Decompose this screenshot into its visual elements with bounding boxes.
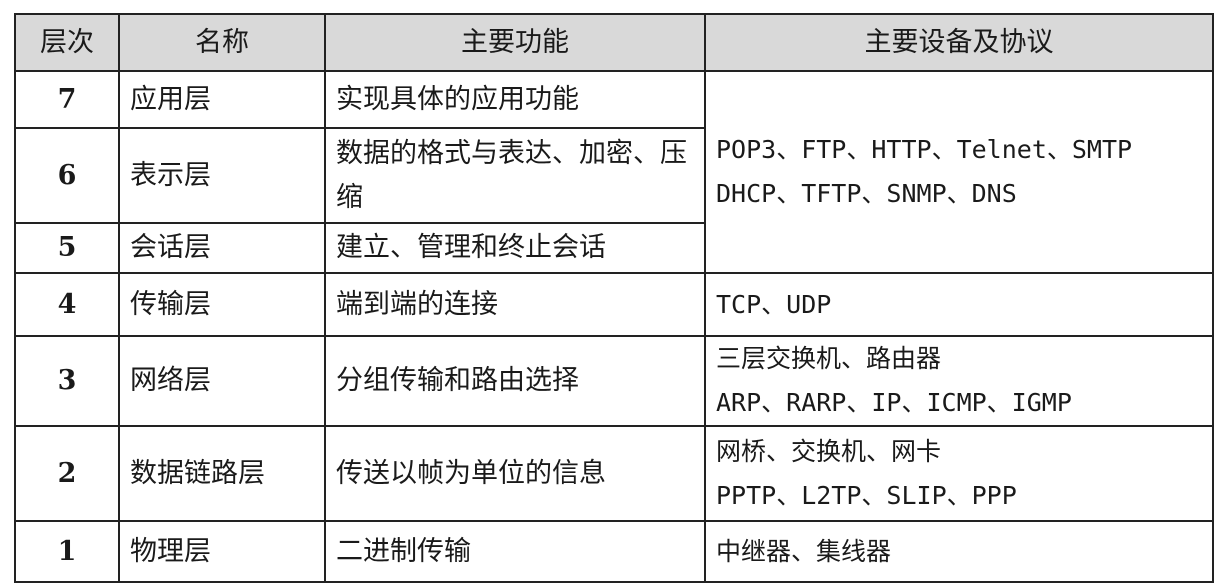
header-protocols: 主要设备及协议 <box>704 13 1214 72</box>
level-cell: 6 <box>14 127 120 224</box>
level-cell: 2 <box>14 425 120 522</box>
function-cell: 传送以帧为单位的信息 <box>324 425 706 522</box>
level-cell: 1 <box>14 520 120 583</box>
protocols-line: DHCP、TFTP、SNMP、DNS <box>716 179 1017 208</box>
protocols-cell: 三层交换机、路由器 ARP、RARP、IP、ICMP、IGMP <box>704 335 1214 427</box>
function-cell: 实现具体的应用功能 <box>324 70 706 129</box>
level-cell: 4 <box>14 272 120 337</box>
table-row: 7 应用层 实现具体的应用功能 POP3、FTP、HTTP、Telnet、SMT… <box>14 70 1214 274</box>
protocols-cell: POP3、FTP、HTTP、Telnet、SMTP DHCP、TFTP、SNMP… <box>704 70 1214 274</box>
protocols-line: PPTP、L2TP、SLIP、PPP <box>716 480 1017 510</box>
name-cell: 应用层 <box>118 70 326 129</box>
level-cell: 5 <box>14 222 120 274</box>
function-cell: 数据的格式与表达、加密、压缩 <box>324 127 706 224</box>
header-level: 层次 <box>14 13 120 72</box>
table-row: 2 数据链路层 传送以帧为单位的信息 网桥、交换机、网卡 PPTP、L2TP、S… <box>14 425 1214 522</box>
protocols-cell: 网桥、交换机、网卡 PPTP、L2TP、SLIP、PPP <box>704 425 1214 522</box>
protocols-line: 网桥、交换机、网卡 <box>716 436 942 466</box>
name-cell: 会话层 <box>118 222 326 274</box>
table-row: 5 会话层 建立、管理和终止会话 <box>14 222 1213 274</box>
protocols-cell: TCP、UDP <box>704 272 1214 337</box>
protocols-line: 三层交换机、路由器 <box>716 344 942 373</box>
function-cell: 二进制传输 <box>324 520 706 583</box>
name-cell: 表示层 <box>118 127 326 224</box>
name-cell: 网络层 <box>118 335 326 427</box>
table-row: 1 物理层 二进制传输 中继器、集线器 <box>14 520 1214 583</box>
level-cell: 3 <box>14 335 120 427</box>
protocols-cell: 中继器、集线器 <box>704 520 1214 583</box>
protocols-line: 中继器、集线器 <box>716 536 892 566</box>
name-cell: 数据链路层 <box>118 425 326 522</box>
header-name: 名称 <box>118 13 326 72</box>
function-cell: 分组传输和路由选择 <box>324 335 706 427</box>
header-function: 主要功能 <box>324 13 706 72</box>
name-cell: 物理层 <box>118 520 326 583</box>
protocols-line: TCP、UDP <box>716 289 832 319</box>
function-cell: 建立、管理和终止会话 <box>324 222 706 274</box>
header-row: 层次 名称 主要功能 主要设备及协议 <box>14 13 1214 72</box>
osi-model-table: 层次 名称 主要功能 主要设备及协议 7 应用层 实现具体的应用功能 POP3、… <box>14 13 1214 583</box>
function-cell: 端到端的连接 <box>324 272 706 337</box>
table-row: 4 传输层 端到端的连接 TCP、UDP <box>14 272 1214 337</box>
table-row: 3 网络层 分组传输和路由选择 三层交换机、路由器 ARP、RARP、IP、IC… <box>14 335 1214 427</box>
level-cell: 7 <box>14 70 120 129</box>
protocols-line: ARP、RARP、IP、ICMP、IGMP <box>716 388 1072 417</box>
table-row: 6 表示层 数据的格式与表达、加密、压缩 <box>14 127 1213 224</box>
name-cell: 传输层 <box>118 272 326 337</box>
protocols-line: POP3、FTP、HTTP、Telnet、SMTP <box>716 135 1133 164</box>
